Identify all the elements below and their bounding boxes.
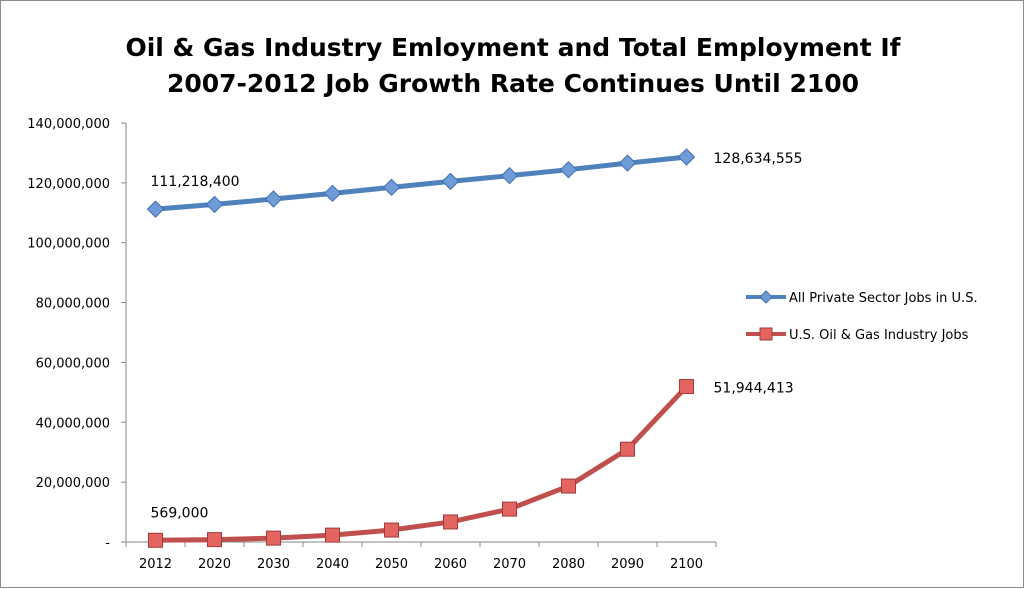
chart-title-line-1: Oil & Gas Industry Emloyment and Total E…: [125, 33, 901, 62]
data-point-diamond: [618, 154, 637, 172]
data-point-diamond: [500, 166, 519, 185]
x-tick-label: 2040: [316, 557, 349, 572]
x-tick-label: 2070: [493, 557, 526, 572]
data-label: 569,000: [151, 505, 209, 521]
data-point-diamond: [441, 172, 460, 191]
y-tick-label: 40,000,000: [36, 416, 110, 431]
y-tick-label: 20,000,000: [36, 476, 110, 491]
data-point-diamond: [205, 195, 224, 214]
data-point-square: [679, 379, 694, 395]
data-point-diamond: [559, 160, 578, 179]
data-point-diamond: [677, 148, 696, 166]
chart-title-line-2: 2007-2012 Job Growth Rate Continues Unti…: [167, 69, 859, 98]
legend: All Private Sector Jobs in U.S. U.S. Oil …: [746, 290, 978, 343]
x-tick-label: 2020: [198, 557, 231, 572]
series-group: [146, 148, 696, 548]
data-label: 111,218,400: [151, 174, 240, 190]
data-point-square: [502, 501, 517, 517]
data-point-square: [325, 527, 340, 543]
data-point-square: [384, 522, 399, 538]
x-tick-label: 2012: [139, 557, 172, 572]
data-label: 51,944,413: [714, 381, 794, 397]
y-tick-label: 140,000,000: [27, 117, 110, 132]
data-point-square: [620, 441, 635, 457]
legend-label: All Private Sector Jobs in U.S.: [789, 291, 978, 306]
y-tick-label: 100,000,000: [27, 237, 110, 252]
legend-marker-diamond: [759, 290, 773, 304]
legend-item-1: All Private Sector Jobs in U.S.: [746, 290, 978, 306]
data-point-square: [266, 530, 281, 546]
data-point-square: [561, 478, 576, 494]
y-tick-label: 80,000,000: [36, 297, 110, 312]
legend-marker-square: [759, 327, 773, 341]
x-tick-label: 2080: [552, 557, 585, 572]
x-tick-label: 2050: [375, 557, 408, 572]
x-tick-label: 2060: [434, 557, 467, 572]
data-label: 128,634,555: [714, 151, 803, 167]
series-1: [146, 148, 696, 218]
x-tick-label: 2030: [257, 557, 290, 572]
data-point-square: [148, 532, 163, 548]
y-tick-label: 120,000,000: [27, 177, 110, 192]
y-tick-label: -: [105, 536, 110, 551]
x-tick-label: 2100: [670, 557, 703, 572]
series-2: [148, 379, 694, 548]
series-line: [153, 384, 689, 543]
data-point-square: [443, 514, 458, 530]
data-point-square: [207, 532, 222, 548]
data-point-diamond: [323, 184, 342, 203]
chart-title: Oil & Gas Industry Emloyment and Total E…: [125, 33, 901, 98]
data-labels: 111,218,400 128,634,555 569,000 51,944,413: [151, 151, 803, 521]
series-line: [153, 154, 689, 212]
legend-label: U.S. Oil & Gas Industry Jobs: [789, 328, 969, 343]
legend-item-2: U.S. Oil & Gas Industry Jobs: [746, 327, 969, 343]
y-tick-label: 60,000,000: [36, 356, 110, 371]
data-point-diamond: [146, 200, 165, 218]
data-point-diamond: [264, 190, 283, 208]
data-point-diamond: [382, 178, 401, 197]
x-tick-label: 2090: [611, 557, 644, 572]
axes: - 20,000,000 40,000,000 60,000,000 80,000,00…: [27, 117, 717, 572]
